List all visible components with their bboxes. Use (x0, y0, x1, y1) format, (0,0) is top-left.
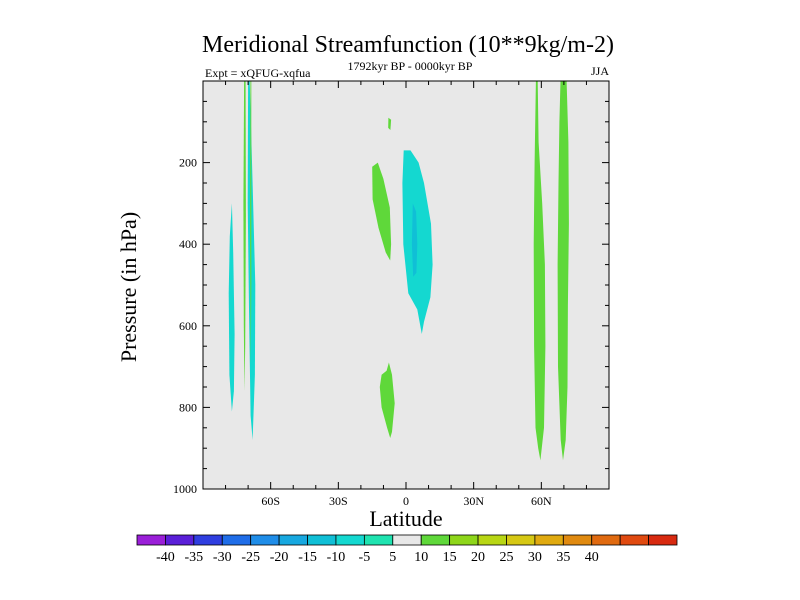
colorbar-label: 20 (471, 550, 485, 565)
chart-title: Meridional Streamfunction (10**9kg/m-2) (202, 32, 614, 58)
colorbar-swatch (392, 534, 422, 546)
colorbar-swatch (136, 534, 166, 546)
colorbar-swatch (477, 534, 507, 546)
region-green-thin-67s (250, 81, 252, 367)
region-green-blob-10s-lower (379, 362, 395, 438)
x-tick-label: 30S (329, 494, 348, 508)
colorbar-swatch (165, 534, 195, 546)
colorbar-label: -10 (327, 550, 346, 565)
colorbar: -40 -35 -30 -25 -20 -15 -10 -5 5 10 15 20 25 30 35 40 (136, 534, 678, 565)
y-tick-label: 800 (179, 400, 197, 414)
colorbar-label: 10 (414, 550, 428, 565)
colorbar-swatch (335, 534, 365, 546)
region-green-band-70n (557, 81, 569, 461)
colorbar-swatch (449, 534, 479, 546)
right-label: JJA (591, 64, 609, 78)
axis-ticks: 60S 30S 0 30N 60N 200 400 600 800 1000 (173, 81, 609, 508)
region-green-blob-10s-upper (372, 162, 392, 261)
colorbar-swatch (250, 534, 280, 546)
colorbar-swatch (506, 534, 536, 546)
colorbar-label: 15 (443, 550, 457, 565)
region-green-strip-68s (243, 81, 246, 392)
colorbar-swatch (420, 534, 451, 546)
x-axis-label: Latitude (369, 506, 442, 531)
colorbar-swatch (562, 534, 593, 546)
y-tick-label: 1000 (173, 482, 197, 496)
colorbar-swatch (307, 534, 337, 546)
y-tick-label: 200 (179, 156, 197, 170)
region-cyan-band-66s (247, 81, 256, 440)
colorbar-label: 5 (389, 550, 396, 565)
contour-regions (228, 81, 569, 461)
colorbar-label: -5 (359, 550, 371, 565)
x-tick-label: 60S (261, 494, 280, 508)
center-label: 1792kyr BP - 0000kyr BP (348, 59, 473, 73)
colorbar-swatch (534, 534, 564, 546)
x-tick-label: 30N (463, 494, 484, 508)
plot-area: 60S 30S 0 30N 60N 200 400 600 800 1000 (173, 80, 610, 508)
colorbar-label: -35 (185, 550, 204, 565)
colorbar-label: -25 (241, 550, 260, 565)
y-axis-label: Pressure (in hPa) (116, 212, 141, 362)
colorbar-label: 40 (585, 550, 599, 565)
colorbar-label: 35 (556, 550, 570, 565)
x-tick-label: 60N (531, 494, 552, 508)
colorbar-label: 25 (499, 550, 513, 565)
y-tick-label: 400 (179, 237, 197, 251)
colorbar-label: 30 (528, 550, 542, 565)
colorbar-swatch (619, 534, 649, 546)
region-green-fleck-7s (388, 117, 392, 130)
colorbar-label: -20 (270, 550, 289, 565)
colorbar-swatch (278, 534, 308, 546)
colorbar-label: -15 (298, 550, 317, 565)
left-label: Expt = xQFUG-xqfua (205, 66, 311, 80)
y-tick-label: 600 (179, 319, 197, 333)
colorbar-swatch (221, 534, 252, 546)
region-cyan-main-0-10n (402, 150, 433, 334)
plot-background (203, 81, 609, 489)
x-tick-label: 0 (403, 494, 409, 508)
colorbar-swatch (648, 534, 678, 546)
region-cyan-band-70s (228, 203, 235, 412)
colorbar-swatch (591, 534, 621, 546)
colorbar-swatch (363, 534, 394, 546)
colorbar-swatch (193, 534, 223, 546)
colorbar-label: -40 (156, 550, 175, 565)
colorbar-label: -30 (213, 550, 232, 565)
region-cyan-core-3n (411, 203, 418, 277)
region-green-band-58n (533, 81, 546, 461)
